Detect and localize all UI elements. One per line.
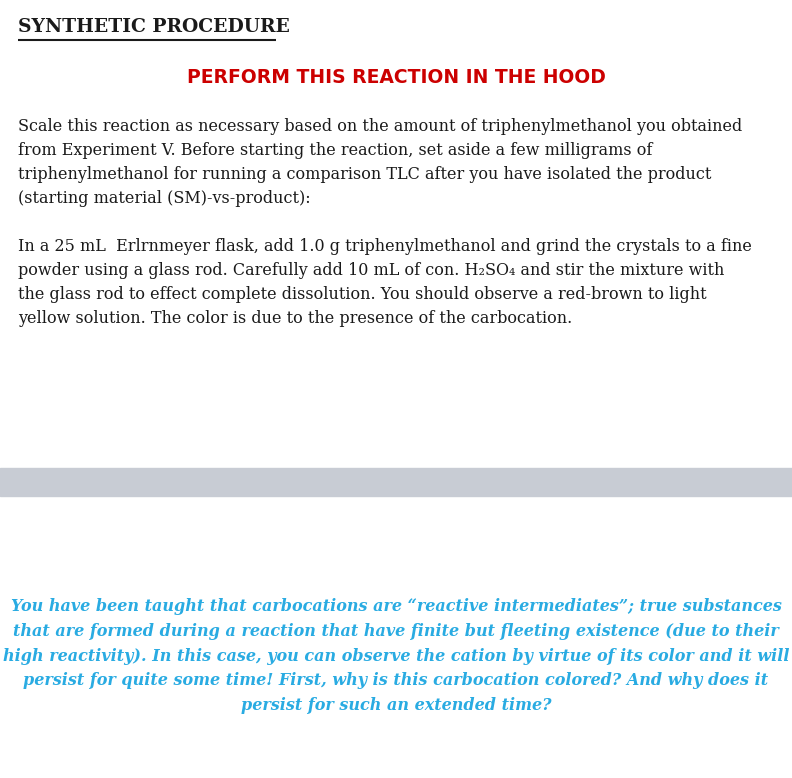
Text: SYNTHETIC PROCEDURE: SYNTHETIC PROCEDURE <box>18 18 290 36</box>
Text: Scale this reaction as necessary based on the amount of triphenylmethanol you ob: Scale this reaction as necessary based o… <box>18 118 742 208</box>
Bar <box>0 468 792 496</box>
Text: You have been taught that carbocations are “reactive intermediates”; true substa: You have been taught that carbocations a… <box>2 598 790 714</box>
Text: In a 25 mL  Erlrnmeyer flask, add 1.0 g triphenylmethanol and grind the crystals: In a 25 mL Erlrnmeyer flask, add 1.0 g t… <box>18 238 752 328</box>
Text: PERFORM THIS REACTION IN THE HOOD: PERFORM THIS REACTION IN THE HOOD <box>187 68 605 87</box>
